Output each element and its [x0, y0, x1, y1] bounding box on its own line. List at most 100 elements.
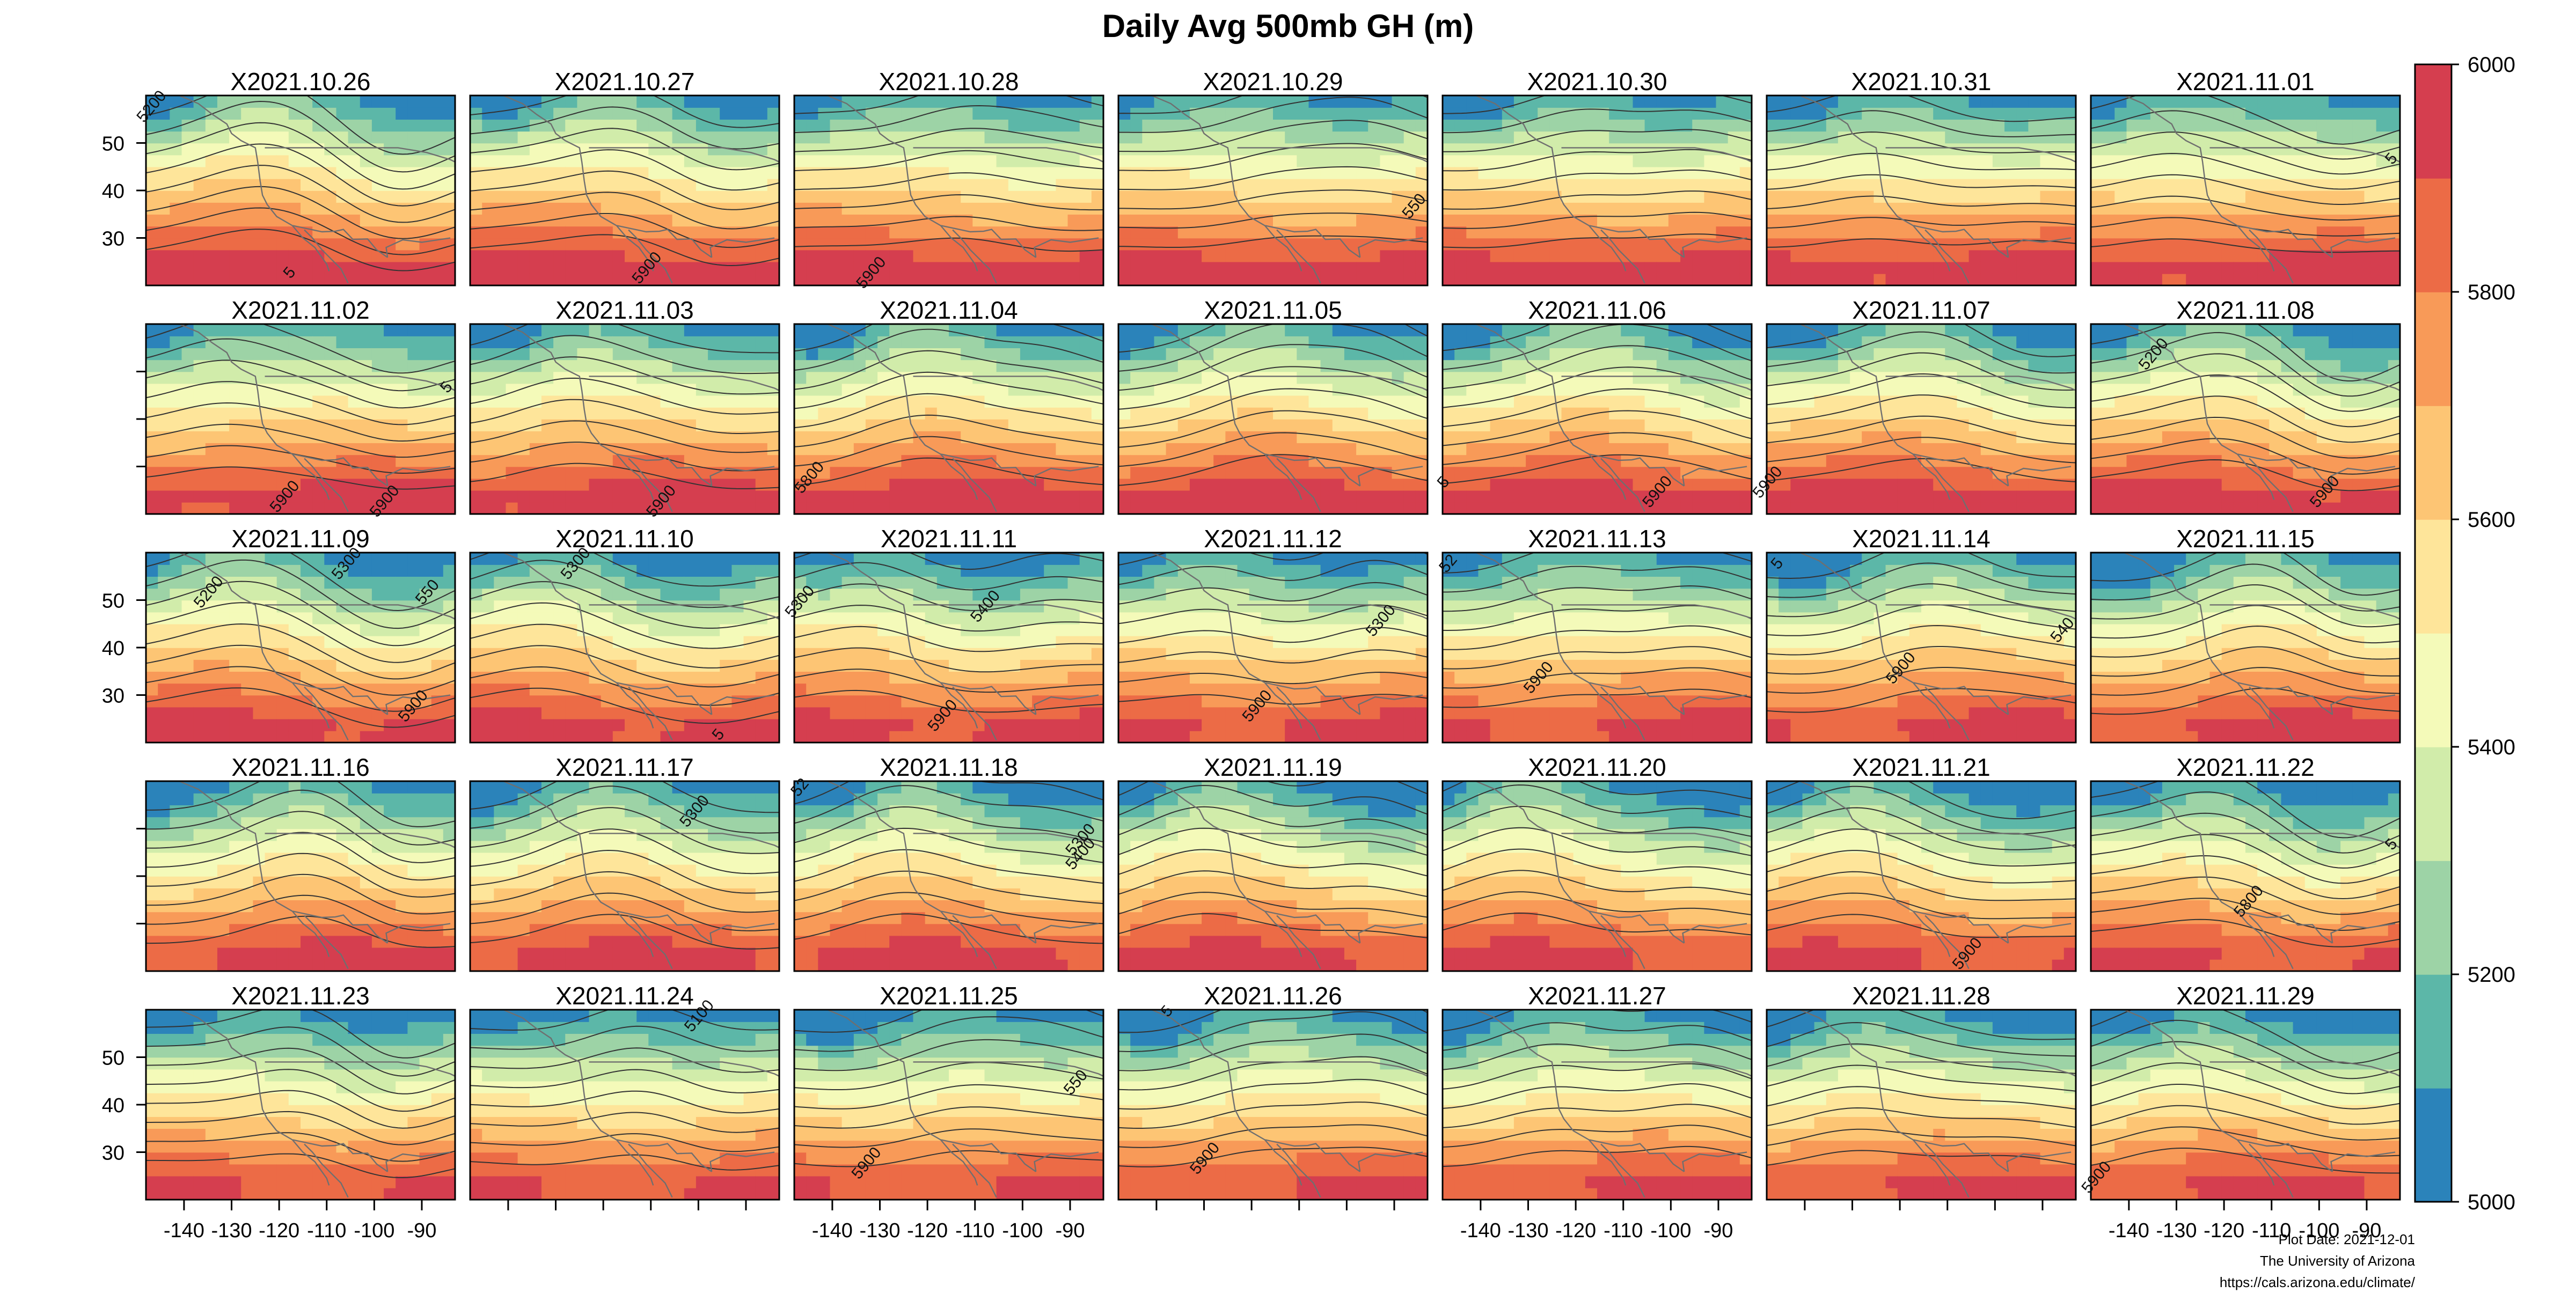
gh-cell: [1130, 262, 1143, 274]
gh-cell: [2269, 179, 2281, 191]
gh-cell: [2210, 143, 2222, 156]
gh-cell: [744, 190, 756, 203]
gh-cell: [794, 372, 807, 384]
gh-cell: [601, 395, 613, 408]
gh-cell: [1585, 262, 1598, 274]
gh-cell: [407, 167, 420, 179]
gh-cell: [1032, 431, 1044, 443]
gh-cell: [601, 490, 613, 503]
gh-cell: [1380, 479, 1392, 491]
gh-cell: [589, 226, 602, 238]
gh-cell: [1838, 190, 1850, 203]
gh-cell: [384, 179, 396, 191]
gh-cell: [1190, 202, 1202, 215]
gh-cell: [2388, 107, 2401, 120]
gh-cell: [482, 238, 494, 251]
gh-cell: [1909, 143, 1922, 156]
gh-cell: [1574, 95, 1586, 108]
gh-cell: [1130, 431, 1143, 443]
gh-cell: [1213, 107, 1226, 120]
gh-cell: [443, 502, 456, 515]
gh-cell: [1549, 202, 1562, 215]
gh-cell: [1443, 431, 1455, 443]
gh-cell: [1261, 479, 1274, 491]
gh-cell: [1178, 238, 1190, 251]
gh-cell: [1803, 107, 1815, 120]
gh-cell: [1008, 431, 1021, 443]
gh-cell: [1704, 179, 1716, 191]
gh-cell: [2103, 262, 2115, 274]
gh-cell: [1154, 262, 1167, 274]
gh-cell: [1356, 431, 1368, 443]
gh-cell: [1130, 95, 1143, 108]
gh-cell: [146, 490, 158, 503]
gh-cell: [1862, 250, 1874, 262]
gh-cell: [1344, 119, 1357, 131]
gh-cell: [1249, 324, 1262, 336]
gh-cell: [997, 107, 1009, 120]
gh-cell: [613, 143, 625, 156]
gh-cell: [1178, 274, 1190, 286]
gh-cell: [407, 359, 420, 372]
gh-cell: [1249, 490, 1262, 503]
gh-cell: [1814, 262, 1827, 274]
gh-cell: [2064, 226, 2076, 238]
gh-cell: [443, 431, 456, 443]
gh-cell: [1466, 238, 1479, 251]
gh-cell: [2281, 107, 2294, 120]
gh-cell: [648, 167, 661, 179]
gh-cell: [1490, 407, 1503, 420]
gh-cell: [877, 348, 890, 360]
gh-cell: [806, 336, 818, 348]
gh-cell: [553, 119, 566, 131]
gh-cell: [1008, 419, 1021, 431]
gh-cell: [1416, 454, 1428, 467]
gh-cell: [877, 490, 890, 503]
gh-cell: [1178, 250, 1190, 262]
gh-cell: [265, 226, 277, 238]
gh-cell: [889, 190, 902, 203]
gh-cell: [672, 179, 685, 191]
gh-cell: [265, 479, 277, 491]
gh-cell: [636, 395, 649, 408]
gh-cell: [372, 467, 384, 479]
gh-cell: [1443, 179, 1455, 191]
gh-cell: [2004, 214, 2017, 226]
gh-cell: [1490, 348, 1503, 360]
gh-cell: [1080, 131, 1092, 143]
gh-cell: [877, 502, 890, 515]
gh-cell: [170, 372, 182, 384]
gh-cell: [241, 190, 253, 203]
gh-cell: [1068, 190, 1080, 203]
gh-cell: [289, 167, 301, 179]
gh-cell: [1044, 324, 1056, 336]
gh-cell: [1142, 479, 1154, 491]
gh-cell: [949, 250, 961, 262]
gh-cell: [744, 131, 756, 143]
gh-cell: [2329, 262, 2341, 274]
gh-cell: [277, 384, 289, 396]
gh-cell: [961, 119, 973, 131]
gh-cell: [2305, 131, 2317, 143]
gh-cell: [913, 443, 926, 455]
gh-cell: [949, 179, 961, 191]
gh-cell: [1443, 190, 1455, 203]
gh-cell: [1597, 250, 1609, 262]
gh-cell: [2293, 262, 2306, 274]
gh-cell: [1333, 179, 1345, 191]
map-panel: X2021.11.04: [785, 296, 1104, 515]
gh-cell: [1716, 274, 1729, 286]
panel-title: X2021.11.03: [555, 296, 694, 324]
gh-cell: [324, 407, 336, 420]
gh-cell: [420, 131, 432, 143]
gh-cell: [1490, 238, 1503, 251]
gh-cell: [1609, 167, 1621, 179]
gh-cell: [1526, 250, 1538, 262]
gh-cell: [1585, 372, 1598, 384]
panel-title: X2021.10.27: [555, 68, 695, 95]
gh-cell: [2210, 274, 2222, 286]
gh-cell: [731, 419, 744, 431]
gh-cell: [708, 324, 720, 336]
gh-cell: [889, 407, 902, 420]
gh-cell: [696, 395, 708, 408]
